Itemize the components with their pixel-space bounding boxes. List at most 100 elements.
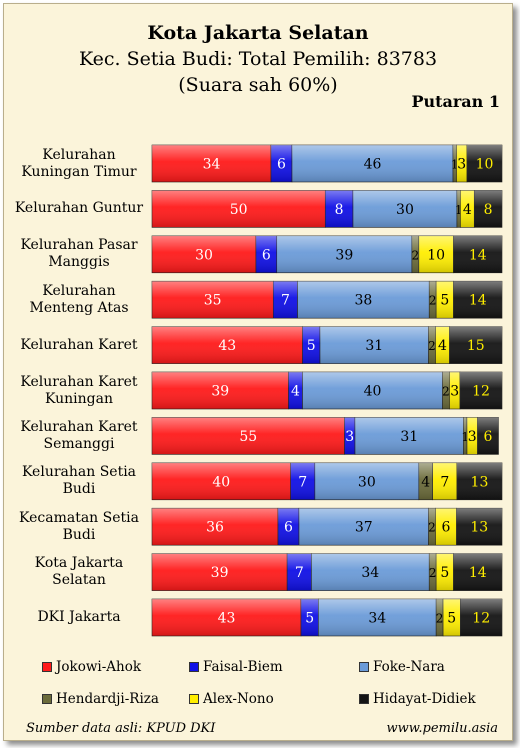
category-label-line: Kelurahan Karet [20, 336, 138, 353]
bar-segment-shine [288, 372, 303, 409]
category-label: DKI Jakarta [8, 609, 150, 626]
chart-subtitle: Kec. Setia Budi: Total Pemilih: 83783 [78, 48, 438, 70]
data-label: 12 [472, 384, 490, 400]
data-label: 5 [307, 338, 316, 354]
legend-label: Foke-Nara [373, 659, 445, 675]
category-label: Kota Jakarta Selatan [8, 555, 150, 589]
data-label: 7 [281, 293, 290, 309]
bar-segment-shine [428, 508, 436, 546]
data-label: 7 [298, 474, 307, 490]
legend-swatch [42, 662, 52, 672]
data-label: 4 [421, 474, 430, 490]
bar-segment-shine [453, 235, 502, 273]
data-label: 6 [442, 520, 451, 536]
data-label: 13 [471, 474, 489, 490]
category-label-line: Kelurahan [42, 146, 116, 163]
bar-segment-shine [297, 281, 430, 319]
data-label: 40 [364, 384, 382, 400]
data-label: 34 [203, 157, 221, 173]
bar-segment-shine [355, 417, 464, 455]
data-label: 5 [440, 565, 449, 581]
bar-segment-shine [301, 599, 319, 636]
category-label: Kelurahan Guntur [8, 200, 150, 217]
data-label: 50 [230, 202, 248, 218]
data-label: 15 [467, 338, 485, 354]
data-label: 36 [206, 520, 224, 536]
bar-segment-shine [436, 281, 454, 319]
data-label: 6 [484, 429, 493, 445]
bar-segment-shine [287, 553, 312, 591]
bar-segment-shine [314, 462, 419, 500]
data-label: 39 [211, 384, 229, 400]
data-label: 5 [447, 611, 456, 627]
bar-segment-shine [456, 190, 461, 228]
category-label-line: Semanggi [43, 435, 115, 452]
legend-item: Jokowi-Ahok [42, 659, 141, 675]
bar-segment-shine [318, 599, 437, 636]
data-label: 5 [440, 293, 449, 309]
bar-segment-shine [435, 326, 450, 364]
data-label: 1 [461, 430, 469, 444]
bar-segment-shine [449, 372, 460, 409]
bar-segment-shine [429, 281, 437, 319]
bar-segment-shine [449, 326, 502, 364]
data-label: 2 [429, 566, 437, 580]
category-label: Kelurahan Pasar Manggis [8, 237, 150, 271]
legend-swatch [189, 662, 199, 672]
bar-segment-shine [152, 326, 303, 364]
legend-label: Hidayat-Didiek [373, 691, 476, 707]
category-label-line: Budi [62, 526, 96, 543]
bar-segment-shine [477, 417, 499, 455]
data-label: 7 [440, 474, 449, 490]
category-label-line: Kuningan Timur [21, 163, 137, 180]
category-label: Kelurahan Setia Budi [8, 464, 150, 498]
legend-label: Alex-Nono [203, 691, 274, 707]
data-label: 10 [427, 247, 445, 263]
bar-segment-shine [411, 235, 419, 273]
data-label: 14 [469, 565, 487, 581]
bar-segment-shine [467, 145, 502, 182]
data-label: 4 [463, 202, 472, 218]
data-label: 2 [442, 385, 450, 399]
data-label: 30 [195, 247, 213, 263]
category-label-line: Kelurahan [42, 282, 116, 299]
data-label: 4 [291, 384, 300, 400]
category-label-line: Kelurahan Karet [20, 373, 138, 390]
legend-item: Faisal-Biem [189, 659, 283, 675]
data-label: 5 [305, 611, 314, 627]
data-label: 38 [354, 293, 372, 309]
data-label: 40 [212, 474, 230, 490]
source-note: Sumber data asli: KPUD DKI [26, 721, 216, 736]
bar-segment-shine [152, 145, 271, 182]
category-label-line: Manggis [48, 254, 110, 271]
data-label: 3 [345, 429, 354, 445]
data-label: 14 [469, 293, 487, 309]
bar-segment-shine [292, 145, 453, 182]
data-label: 14 [469, 247, 487, 263]
bar-segment-shine [456, 462, 502, 500]
data-label: 3 [457, 157, 466, 173]
bar-segment-shine [453, 281, 502, 319]
chart-frame: Kota Jakarta Selatan Kec. Setia Budi: To… [3, 3, 513, 741]
bar-segment-shine [152, 508, 278, 546]
bar-segment-shine [418, 462, 433, 500]
legend-swatch [189, 694, 199, 704]
data-label: 43 [218, 338, 236, 354]
data-label: 12 [472, 611, 490, 627]
bar-segment-shine [436, 553, 454, 591]
data-label: 46 [364, 157, 382, 173]
data-label: 2 [436, 612, 444, 626]
bar-segment-shine [453, 145, 457, 182]
bar-segment-shine [428, 326, 436, 364]
bar-segment-shine [463, 417, 467, 455]
bar-segment-shine [152, 235, 256, 273]
data-label: 43 [218, 611, 236, 627]
bar-segment-shine [311, 553, 430, 591]
bar-segment-shine [276, 235, 412, 273]
data-label: 2 [428, 521, 436, 535]
data-label: 6 [277, 157, 286, 173]
category-label-line: Kuningan [44, 390, 113, 407]
data-label: 34 [361, 565, 379, 581]
bar-segment-shine [299, 508, 429, 546]
legend-swatch [359, 662, 369, 672]
